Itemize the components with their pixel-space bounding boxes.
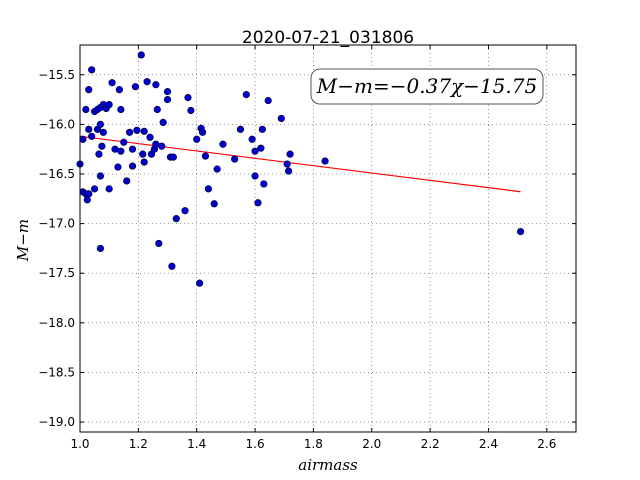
data-point bbox=[198, 128, 207, 136]
data-point bbox=[117, 105, 125, 114]
x-tick-label: 2.2 bbox=[421, 437, 440, 451]
data-point bbox=[140, 158, 148, 166]
data-point bbox=[251, 147, 259, 155]
data-point bbox=[105, 185, 113, 193]
y-tick-label: −18.0 bbox=[38, 316, 75, 330]
data-point bbox=[88, 66, 96, 74]
data-point bbox=[231, 155, 239, 163]
data-point bbox=[321, 157, 329, 165]
y-tick-label: −16.0 bbox=[38, 117, 75, 131]
y-tick-label: −18.5 bbox=[38, 365, 75, 379]
data-point bbox=[108, 79, 116, 87]
data-point bbox=[139, 150, 147, 158]
data-point bbox=[120, 138, 128, 146]
data-point bbox=[85, 125, 93, 133]
data-point bbox=[204, 185, 212, 193]
x-axis-label: airmass bbox=[298, 456, 358, 474]
data-point bbox=[85, 190, 93, 198]
data-point bbox=[286, 150, 294, 158]
data-point bbox=[85, 86, 93, 94]
data-point bbox=[163, 95, 172, 104]
data-point bbox=[260, 180, 268, 188]
y-tick-label: −19.0 bbox=[38, 415, 75, 429]
data-point bbox=[187, 106, 195, 115]
chart-title: 2020-07-21_031806 bbox=[242, 28, 414, 48]
y-axis-label: M−m bbox=[14, 219, 32, 262]
data-point bbox=[114, 163, 122, 171]
data-point bbox=[133, 126, 141, 134]
x-tick-label: 1.2 bbox=[129, 437, 148, 451]
x-tick-label: 1.4 bbox=[187, 437, 206, 451]
data-point bbox=[83, 196, 91, 204]
data-point bbox=[196, 279, 204, 287]
data-point bbox=[117, 147, 125, 155]
data-points bbox=[76, 51, 525, 287]
data-point bbox=[248, 135, 256, 143]
x-tick-label: 1.0 bbox=[70, 437, 89, 451]
x-tick-label: 2.6 bbox=[537, 437, 556, 451]
data-point bbox=[98, 142, 106, 150]
y-tick-label: −16.5 bbox=[38, 167, 75, 181]
data-point bbox=[105, 100, 113, 109]
data-point bbox=[115, 86, 123, 94]
data-point bbox=[96, 172, 105, 180]
x-tick-label: 2.0 bbox=[362, 437, 381, 451]
data-point bbox=[172, 215, 180, 223]
data-point bbox=[168, 262, 176, 270]
axis-ticks: 1.0 1.2 1.4 1.6 1.8 2.0 2.2 2.4 2.6 −15.5 −16.0 −16… bbox=[38, 45, 576, 451]
data-point bbox=[277, 114, 285, 123]
y-tick-label: −17.0 bbox=[38, 217, 75, 231]
data-point bbox=[96, 120, 105, 128]
data-point bbox=[184, 93, 192, 102]
data-point bbox=[257, 144, 265, 152]
data-point bbox=[201, 152, 210, 160]
data-point bbox=[99, 128, 107, 136]
y-tick-label: −17.5 bbox=[38, 266, 75, 280]
data-point bbox=[285, 167, 293, 175]
data-point bbox=[128, 162, 137, 170]
x-tick-label: 1.6 bbox=[246, 437, 265, 451]
data-point bbox=[181, 207, 189, 215]
data-point bbox=[96, 244, 105, 253]
data-point bbox=[254, 199, 262, 207]
data-point bbox=[264, 96, 272, 105]
data-point bbox=[143, 78, 151, 86]
data-point bbox=[95, 150, 103, 158]
data-point bbox=[158, 142, 166, 150]
data-point bbox=[90, 185, 99, 193]
data-point bbox=[140, 127, 148, 135]
data-point bbox=[126, 128, 134, 136]
data-point bbox=[163, 88, 172, 96]
data-point bbox=[283, 160, 291, 168]
data-point bbox=[137, 51, 145, 59]
data-point bbox=[123, 177, 131, 185]
data-point bbox=[128, 145, 137, 153]
data-point bbox=[131, 83, 140, 91]
data-point bbox=[88, 132, 96, 140]
data-point bbox=[169, 153, 177, 161]
x-tick-label: 2.4 bbox=[479, 437, 498, 451]
x-tick-label: 1.8 bbox=[304, 437, 323, 451]
data-point bbox=[153, 105, 161, 114]
fit-equation-box bbox=[310, 68, 544, 105]
data-point bbox=[146, 133, 154, 141]
data-point bbox=[159, 118, 167, 126]
data-point bbox=[193, 135, 201, 143]
data-point bbox=[516, 227, 525, 236]
data-point bbox=[242, 91, 250, 99]
data-point bbox=[152, 81, 160, 89]
data-point bbox=[82, 105, 90, 114]
plot-frame bbox=[79, 44, 577, 433]
data-point bbox=[236, 125, 245, 133]
fit-equation-text: M−m=−0.37χ−15.75 bbox=[316, 74, 537, 98]
data-point bbox=[79, 135, 87, 143]
data-point bbox=[219, 140, 227, 148]
data-point bbox=[155, 239, 163, 248]
data-point bbox=[258, 125, 266, 133]
y-tick-label: −15.5 bbox=[38, 68, 75, 82]
data-point bbox=[213, 165, 221, 173]
data-point bbox=[210, 200, 218, 208]
data-point bbox=[251, 172, 259, 180]
